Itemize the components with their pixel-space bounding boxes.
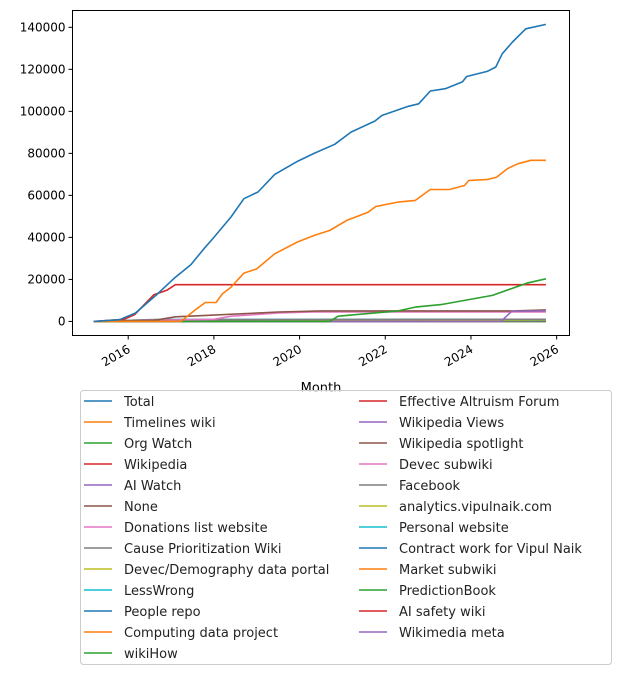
x-tick-label: 2026 [528, 342, 561, 369]
legend-label: PredictionBook [399, 584, 496, 599]
legend-label: Computing data project [124, 626, 278, 641]
legend-label: Devec subwiki [399, 458, 493, 473]
legend-label: Facebook [399, 479, 461, 494]
legend-entry: Computing data project [84, 626, 278, 641]
legend-entry: Market subwiki [359, 563, 496, 578]
legend-entry: People repo [84, 605, 201, 620]
legend-entry: Timelines wiki [84, 416, 216, 431]
series-line-3 [93, 283, 546, 323]
legend-entry: LessWrong [84, 584, 194, 599]
legend-entry: Wikipedia spotlight [359, 437, 523, 452]
legend-label: analytics.vipulnaik.com [399, 500, 552, 515]
legend-entry: Facebook [359, 479, 461, 494]
legend: Total Timelines wiki Org Watch Wikipedia AI … [80, 390, 612, 665]
y-tick-label: 0 [58, 314, 66, 328]
y-tick-label: 120000 [20, 62, 66, 76]
legend-entry: analytics.vipulnaik.com [359, 500, 552, 515]
legend-entry: Devec subwiki [359, 458, 493, 473]
x-tick-label: 2016 [99, 342, 132, 369]
y-tick-label: 140000 [20, 20, 66, 34]
legend-entry: Wikipedia Views [359, 416, 504, 431]
y-axis: 0 20000 40000 60000 80000 100000 120000 140000 [20, 20, 73, 328]
legend-entry: Devec/Demography data portal [84, 563, 329, 578]
legend-entry: wikiHow [84, 647, 178, 662]
legend-label: Market subwiki [399, 563, 496, 578]
plot-frame [72, 10, 570, 336]
x-tick-label: 2018 [185, 342, 218, 369]
x-axis: 2016 2018 2020 2022 2024 2026 [99, 335, 561, 369]
legend-entry: None [84, 500, 158, 515]
legend-label: Donations list website [124, 521, 268, 536]
legend-label: Wikipedia Views [399, 416, 504, 431]
legend-label: Total [123, 395, 154, 410]
legend-label: AI safety wiki [399, 605, 485, 620]
series-line-0 [93, 23, 547, 323]
legend-label: Effective Altruism Forum [399, 395, 559, 410]
legend-entry: AI safety wiki [359, 605, 485, 620]
legend-entry: Cause Prioritization Wiki [84, 542, 282, 557]
legend-label: Wikipedia spotlight [399, 437, 523, 452]
legend-label: wikiHow [124, 647, 178, 662]
series-line-6 [93, 311, 546, 323]
legend-entry: Contract work for Vipul Naik [359, 542, 582, 557]
x-tick-label: 2022 [356, 342, 389, 369]
series-line-5 [93, 309, 546, 323]
legend-frame [80, 390, 612, 665]
legend-entry: Wikipedia [84, 458, 187, 473]
legend-label: Timelines wiki [123, 416, 216, 431]
legend-entry: Wikimedia meta [359, 626, 505, 641]
y-tick-label: 100000 [20, 104, 66, 118]
x-tick-label: 2020 [271, 342, 304, 369]
y-tick-label: 80000 [27, 146, 65, 160]
y-tick-label: 40000 [27, 230, 65, 244]
legend-label: AI Watch [124, 479, 181, 494]
legend-label: LessWrong [124, 584, 194, 599]
series-line-2 [93, 278, 547, 323]
y-tick-label: 20000 [27, 272, 65, 286]
y-tick-label: 60000 [27, 188, 65, 202]
legend-label: Cause Prioritization Wiki [124, 542, 282, 557]
legend-label: Personal website [399, 521, 509, 536]
legend-label: Contract work for Vipul Naik [399, 542, 582, 557]
legend-entry: PredictionBook [359, 584, 496, 599]
legend-entry: Effective Altruism Forum [359, 395, 559, 410]
legend-entry: AI Watch [84, 479, 181, 494]
legend-label: People repo [124, 605, 201, 620]
legend-label: None [124, 500, 158, 515]
x-tick-label: 2024 [442, 342, 475, 369]
series-line-1 [93, 159, 546, 323]
legend-entry: Personal website [359, 521, 509, 536]
legend-entry: Donations list website [84, 521, 268, 536]
legend-label: Org Watch [124, 437, 192, 452]
legend-label: Wikimedia meta [399, 626, 505, 641]
legend-label: Devec/Demography data portal [124, 563, 329, 578]
legend-label: Wikipedia [124, 458, 187, 473]
series-lines [93, 23, 547, 323]
legend-entry: Total [84, 395, 154, 410]
legend-entry: Org Watch [84, 437, 192, 452]
